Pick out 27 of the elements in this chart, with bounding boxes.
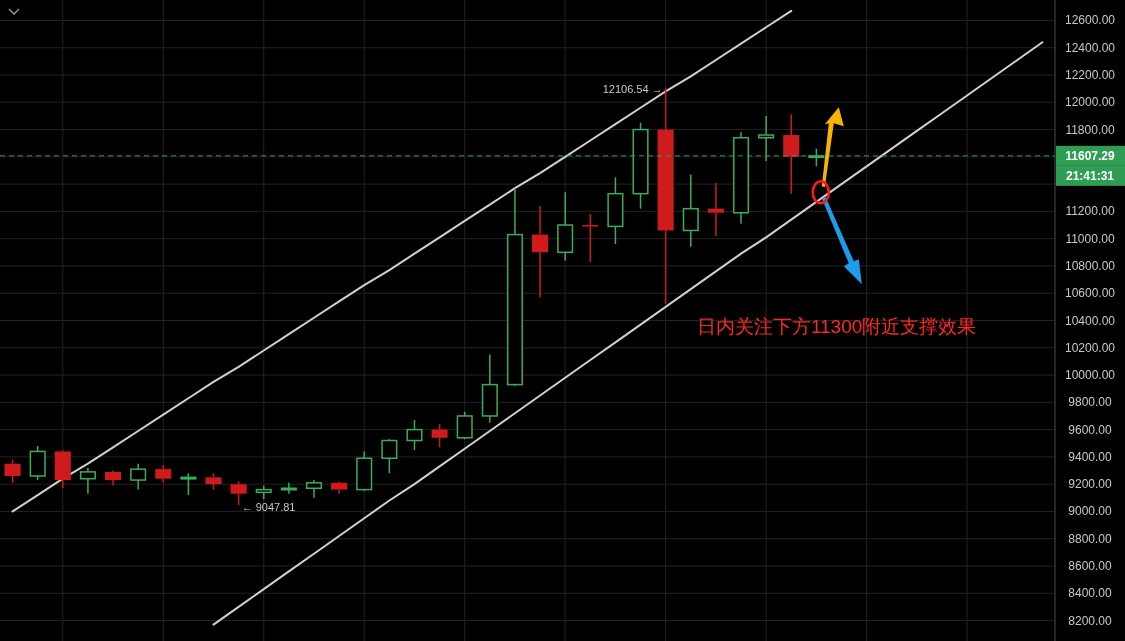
y-tick-label: 8600.00 [1068,559,1112,573]
y-tick-label: 8800.00 [1068,531,1112,546]
y-tick-label: 12600.00 [1064,13,1116,28]
countdown-tag: 21:41:31 [1056,165,1125,186]
y-tick-label: 10400.00 [1064,313,1116,328]
y-tick-label: 9200.00 [1068,477,1112,492]
y-tick-label: 11800.00 [1065,122,1115,137]
y-tick-label: 12400.00 [1064,40,1116,55]
y-tick-label: 10000.00 [1064,368,1116,383]
y-tick-label: 10800.00 [1064,258,1116,273]
y-tick-label: 10200.00 [1064,340,1116,355]
note: 日内关注下方11300附近支撑效果 [696,316,977,338]
y-tick-label: 9400.00 [1068,449,1112,464]
y-tick-label: 10600.00 [1064,286,1116,301]
high-label: 12106.54 → [602,82,663,95]
price-tag: 11607.29 [1056,145,1125,166]
y-tick-label: 9800.00 [1068,395,1112,410]
y-tick-label: 11200.00 [1065,204,1115,219]
low-label: ← 9047.81 [241,500,296,513]
y-tick-label: 12000.00 [1064,95,1116,110]
y-tick-label: 9000.00 [1068,504,1112,519]
y-tick-label: 12200.00 [1064,68,1116,82]
y-tick-label: 8400.00 [1068,586,1112,601]
ref-line-label: 11607.29 [1065,148,1116,163]
y-tick-label: 11000.00 [1065,231,1115,246]
y-tick-label: 8200.00 [1068,613,1112,628]
y-tick-label: 9600.00 [1068,422,1112,437]
